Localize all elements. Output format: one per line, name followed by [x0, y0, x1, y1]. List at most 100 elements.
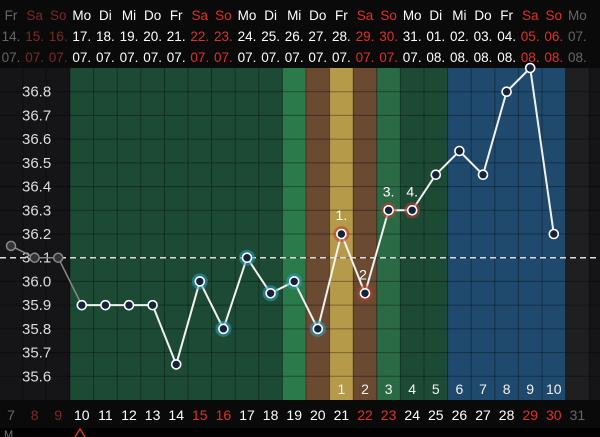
date-header-cell: 30.	[379, 29, 398, 44]
cycle-day-label: 8	[31, 407, 39, 423]
cycle-day-label: 7	[7, 407, 15, 423]
y-tick-label: 36.7	[22, 107, 51, 124]
date-header-cell: Mi	[122, 8, 136, 23]
temperature-point-label: 1.	[336, 207, 348, 223]
date-header-cell: 21.	[167, 29, 186, 44]
date-header-cell: 26.	[285, 29, 304, 44]
temperature-point[interactable]	[218, 323, 229, 335]
cycle-day-label: 17	[239, 407, 255, 423]
date-header-cell: Mo	[72, 8, 91, 23]
date-header-cell: Di	[264, 8, 277, 23]
date-header-cell: So	[380, 8, 397, 23]
date-header-cell: 22.	[190, 29, 209, 44]
date-header-cell: 07.	[72, 50, 91, 65]
temperature-point[interactable]	[170, 359, 182, 370]
cycle-day-label: 16	[216, 407, 232, 423]
date-header-cell: 16.	[49, 29, 68, 44]
cycle-phase-band	[565, 68, 590, 400]
cycle-day-label: 24	[404, 407, 420, 423]
date-header-cell: Mi	[287, 8, 301, 23]
date-header-cell: Do	[309, 8, 326, 23]
date-header-cell: 01.	[426, 29, 445, 44]
date-header-cell: So	[215, 8, 232, 23]
temperature-point[interactable]	[406, 204, 418, 216]
post-ovulation-day-label: 9	[526, 381, 534, 397]
date-header-cell: 07.	[167, 50, 186, 65]
date-header-cell: So	[50, 8, 67, 23]
temperature-point[interactable]	[430, 169, 442, 181]
footer-bar	[0, 428, 600, 437]
temperature-point-label: 4.	[406, 183, 418, 199]
y-tick-label: 36.8	[22, 84, 51, 101]
cycle-day-label: 27	[475, 407, 491, 423]
temperature-point[interactable]	[383, 204, 394, 216]
date-header-cell: 07.	[214, 50, 233, 65]
date-header-cell: Mo	[238, 8, 257, 23]
date-header-cell: 07.	[190, 50, 209, 65]
temperature-point[interactable]	[123, 299, 135, 311]
date-header-cell: 27.	[308, 29, 327, 44]
y-tick-label: 36.5	[22, 155, 51, 172]
cycle-day-label: 18	[263, 407, 279, 423]
cycle-phase-band	[376, 68, 401, 400]
date-header-cell: 14.	[2, 29, 21, 44]
date-header-cell: 08.	[474, 50, 493, 65]
date-header-cell: Di	[429, 8, 442, 23]
date-header-cell: Fr	[500, 8, 513, 23]
date-header-cell: 07.	[2, 50, 21, 65]
date-header-cell: 08.	[521, 50, 540, 65]
cycle-day-label: 20	[310, 407, 326, 423]
y-tick-label: 36.3	[22, 202, 51, 219]
date-header-cell: Do	[144, 8, 161, 23]
y-tick-label: 35.6	[22, 368, 51, 385]
cycle-day-label: 13	[145, 407, 161, 423]
date-header-cell: 19.	[120, 29, 139, 44]
date-header-cell: Sa	[522, 8, 539, 23]
date-header-cell: 23.	[214, 29, 233, 44]
date-header	[0, 0, 600, 68]
date-header-cell: 07.	[238, 50, 257, 65]
date-header-cell: Mo	[568, 8, 587, 23]
date-header-cell: 28.	[332, 29, 351, 44]
date-header-cell: Fr	[5, 8, 18, 23]
temperature-point[interactable]	[501, 86, 512, 98]
temperature-point[interactable]	[288, 276, 300, 287]
temperature-point[interactable]	[454, 145, 465, 157]
date-header-cell: 17.	[72, 29, 91, 44]
temperature-point[interactable]	[100, 299, 111, 311]
date-header-cell: So	[546, 8, 563, 23]
date-header-cell: 06.	[544, 29, 563, 44]
date-header-cell: 15.	[25, 29, 44, 44]
temperature-point[interactable]	[336, 228, 347, 240]
temperature-point[interactable]	[312, 323, 324, 335]
temperature-point[interactable]	[241, 252, 253, 264]
cycle-day-label: 10	[74, 407, 90, 423]
temperature-point[interactable]	[147, 299, 158, 311]
date-header-cell: 07.	[96, 50, 115, 65]
y-tick-label: 36.6	[22, 131, 51, 148]
date-header-cell: 07.	[379, 50, 398, 65]
date-header-cell: 29.	[356, 29, 375, 44]
date-header-cell: 20.	[143, 29, 162, 44]
date-header-cell: Di	[99, 8, 112, 23]
date-header-cell: 08.	[450, 50, 469, 65]
temperature-point[interactable]	[265, 287, 276, 299]
cycle-day-label: 19	[286, 407, 302, 423]
date-header-cell: 07.	[568, 29, 587, 44]
cycle-phase-band	[282, 68, 306, 400]
cycle-day-label: 11	[98, 407, 113, 423]
temperature-point[interactable]	[76, 299, 88, 311]
temperature-point[interactable]	[359, 287, 371, 299]
date-header-cell: 07.	[308, 50, 327, 65]
temperature-point[interactable]	[524, 62, 536, 74]
temperature-point-prior	[5, 240, 17, 252]
post-ovulation-day-label: 1	[338, 381, 346, 397]
date-header-cell: 18.	[96, 29, 115, 44]
date-header-cell: 07.	[285, 50, 304, 65]
temperature-point[interactable]	[548, 228, 560, 240]
temperature-point[interactable]	[194, 276, 206, 287]
date-header-cell: 07.	[356, 50, 375, 65]
date-header-cell: Sa	[192, 8, 209, 23]
temperature-point[interactable]	[477, 169, 489, 181]
